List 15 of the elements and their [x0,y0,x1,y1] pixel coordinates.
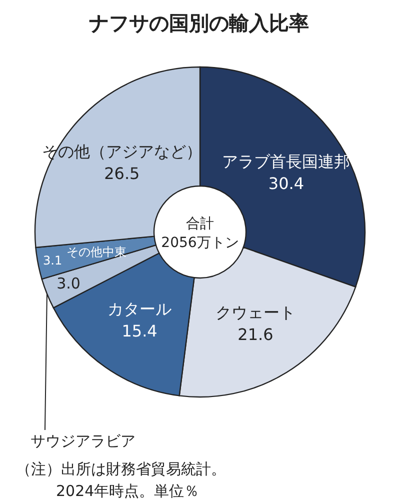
data-label: 3.1 [43,254,62,268]
data-label: 26.5 [104,164,140,183]
slice-label: カタール [108,300,172,319]
slice-label: その他中東 [66,245,126,260]
slice-label: サウジアラビア [30,432,136,450]
data-label: 30.4 [268,174,304,194]
slice-label: アラブ首長国連邦 [222,152,350,172]
data-label: 15.4 [122,322,158,341]
slice-label: その他（アジアなど） [42,142,202,161]
data-label: 21.6 [238,324,274,344]
chart-title: ナフサの国別の輸入比率 [89,11,309,35]
text: （注）出所は財務省貿易統計。 2024年時点。単位％ [16,460,226,500]
data-label: 3.0 [56,274,80,293]
slice-label: クウェート [215,302,296,322]
text: 合計 2056万トン [161,216,239,251]
